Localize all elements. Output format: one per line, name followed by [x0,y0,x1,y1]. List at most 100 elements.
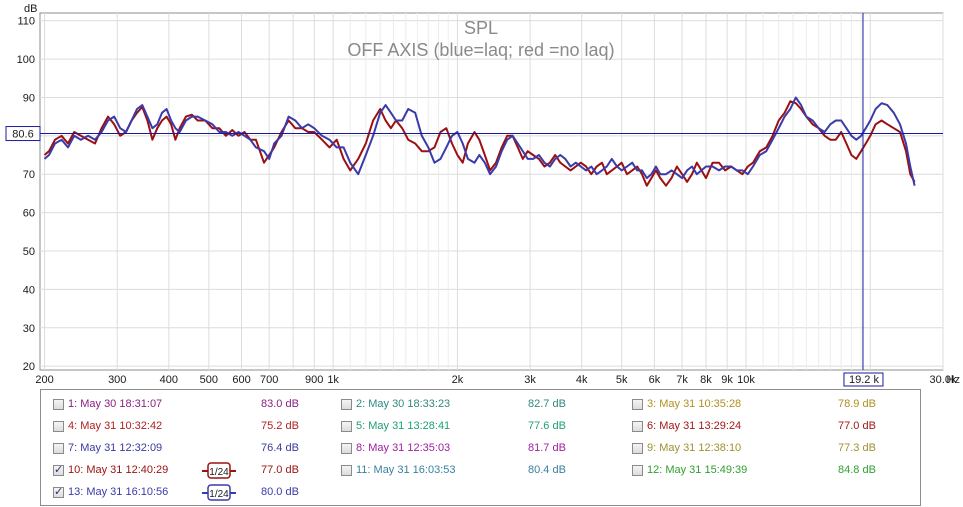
x-tick-labels: 200 300 400 500 600 700 900 1k 2k 3k 4k 5k 6k 7k 8k 9k 1… [35,374,957,386]
x-tick-label: 300 [108,374,126,386]
legend-entry: 10: May 31 12:40:29 1/24 77.0 dB [41,461,920,481]
legend-entry: 12: May 31 15:49:39 84.8 dB [41,461,920,481]
spl-chart[interactable]: 2030405060708090100110 20030040050060070… [0,0,963,389]
legend-db-value: 77.6 dB [528,420,566,432]
legend-checkbox[interactable] [53,421,64,432]
x-tick-label: 7k [676,374,688,386]
x-tick-label: 1k [327,374,339,386]
legend-checkbox[interactable] [632,465,643,476]
legend-label[interactable]: 1: May 30 18:31:07 [68,398,163,410]
y-tick-label: 90 [23,92,35,104]
legend-checkbox[interactable] [632,421,643,432]
y-tick-label: 20 [23,361,35,373]
y-tick-label: 100 [17,54,35,66]
x-tick-label: 4k [576,374,588,386]
x-tick-label: 6k [649,374,661,386]
legend-checkbox[interactable] [341,443,352,454]
grid-horizontal [40,20,943,367]
legend-db-value: 76.4 dB [261,442,299,454]
legend-checkbox[interactable] [632,443,643,454]
legend-entry: 2: May 30 18:33:23 82.7 dB [41,395,920,415]
y-tick-label: 40 [23,284,35,296]
x-unit-label: Hz [947,374,960,386]
legend-db-value: 80.4 dB [528,464,566,476]
legend-entry: 8: May 31 12:35:03 81.7 dB [41,439,920,459]
legend-checkbox[interactable] [341,421,352,432]
y-tick-label: 110 [17,16,35,28]
legend-db-value: 78.9 dB [838,398,876,410]
legend-db-value: 82.7 dB [528,398,566,410]
legend-entry: 7: May 31 12:32:09 76.4 dB [41,439,920,459]
legend-label[interactable]: 7: May 31 12:32:09 [68,442,163,454]
x-tick-label: 3k [524,374,536,386]
x-tick-label: 5k [616,374,628,386]
smoothing-indicator[interactable]: 1/24 [202,461,236,480]
cursor-x-label: 19.2 k [849,374,879,386]
x-tick-label: 9k [721,374,733,386]
legend-label[interactable]: 6: May 31 13:29:24 [647,420,742,432]
x-tick-label: 10k [737,374,755,386]
smoothing-label: 1/24 [209,467,229,478]
x-tick-label: 700 [260,374,278,386]
y-tick-label: 70 [23,169,35,181]
legend-db-value: 83.0 dB [261,398,299,410]
legend-entry: 13: May 31 16:10:56 1/24 80.0 dB [41,483,920,503]
plot-area[interactable] [39,12,944,371]
x-tick-label: 2k [452,374,464,386]
legend-label[interactable]: 10: May 31 12:40:29 [68,464,169,476]
legend-checkbox[interactable] [53,399,64,410]
x-tick-label: 30.0k [930,374,957,386]
chart-title: SPL [464,18,498,38]
legend-checkbox[interactable] [632,399,643,410]
x-tick-label: 600 [232,374,250,386]
smoothing-label: 1/24 [209,489,229,500]
legend-checkbox[interactable] [341,399,352,410]
legend-entry: 11: May 31 16:03:53 80.4 dB [41,461,920,481]
legend-db-value: 81.7 dB [528,442,566,454]
y-tick-label: 50 [23,246,35,258]
x-tick-label: 8k [700,374,712,386]
cursor-x-box [843,372,884,387]
legend-db-value: 80.0 dB [261,486,299,498]
series-line-2 [43,96,916,186]
y-tick-label: 60 [23,208,35,220]
legend-entry: 4: May 31 10:32:42 75.2 dB [41,417,920,437]
legend-label[interactable]: 9: May 31 12:38:10 [647,442,742,454]
legend-label[interactable]: 5: May 31 13:28:41 [356,420,451,432]
legend-label[interactable]: 3: May 31 10:35:28 [647,398,742,410]
grid-vertical [44,13,944,370]
x-tick-label: 900 [305,374,323,386]
measurement-legend: 1: May 30 18:31:07 83.0 dB 2: May 30 18:33… [40,389,921,506]
x-tick-label: 400 [160,374,178,386]
legend-db-value: 77.0 dB [261,464,299,476]
legend-entry: 3: May 31 10:35:28 78.9 dB [41,395,920,415]
legend-label[interactable]: 2: May 30 18:33:23 [356,398,451,410]
legend-label[interactable]: 13: May 31 16:10:56 [68,486,169,498]
legend-db-value: 77.3 dB [838,442,876,454]
cursor-y-box [5,126,41,142]
y-tick-label: 30 [23,323,35,335]
series-layer [43,96,916,187]
legend-label[interactable]: 4: May 31 10:32:42 [68,420,163,432]
legend-db-value: 75.2 dB [261,420,299,432]
legend-checkbox[interactable] [53,443,64,454]
legend-entry: 6: May 31 13:29:24 77.0 dB [41,417,920,437]
legend-entry: 1: May 30 18:31:07 83.0 dB [41,395,920,415]
smoothing-indicator[interactable]: 1/24 [202,483,236,502]
cursor-y-label: 80.6 [12,129,33,141]
legend-label[interactable]: 12: May 31 15:49:39 [647,464,748,476]
legend-checkbox[interactable] [53,463,64,476]
x-tick-label: 500 [200,374,218,386]
y-tick-labels: 2030405060708090100110 [17,16,35,373]
legend-db-value: 84.8 dB [838,464,876,476]
cursor[interactable]: 80.6 19.2 k [5,13,943,387]
series-line-1 [43,100,916,187]
y-unit-label: dB [24,3,37,15]
legend-db-value: 77.0 dB [838,420,876,432]
legend-label[interactable]: 11: May 31 16:03:53 [356,464,456,476]
legend-checkbox[interactable] [341,465,352,476]
legend-entry: 9: May 31 12:38:10 77.3 dB [41,439,920,459]
legend-entry: 5: May 31 13:28:41 77.6 dB [41,417,920,437]
legend-checkbox[interactable] [53,485,64,498]
legend-label[interactable]: 8: May 31 12:35:03 [356,442,451,454]
